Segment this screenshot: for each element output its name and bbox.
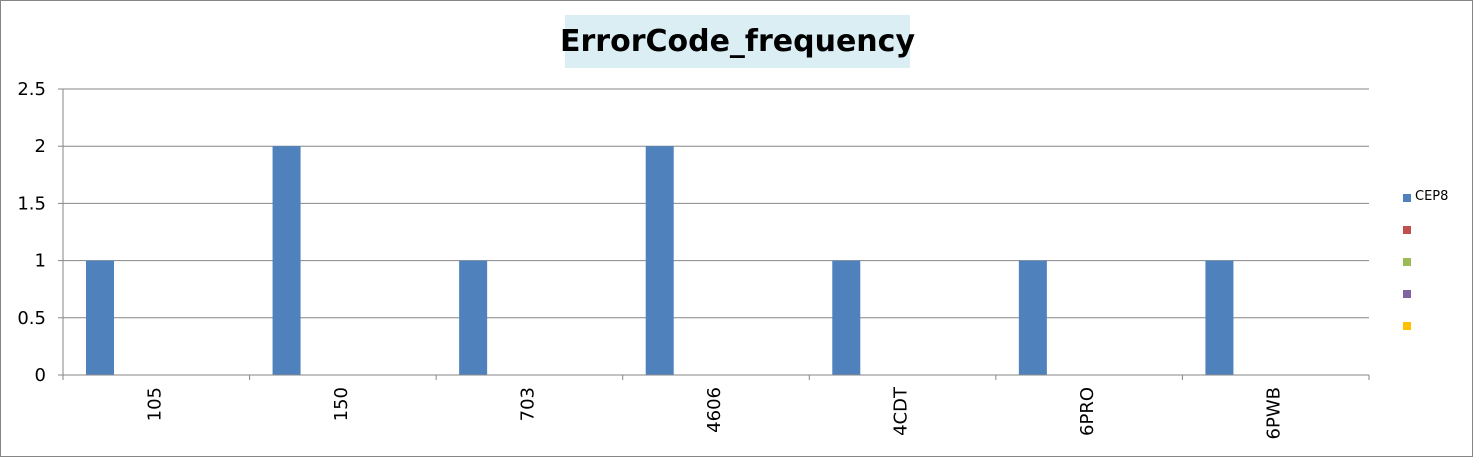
x-tick-label: 703	[517, 387, 538, 421]
x-tick-label: 6PRO	[1077, 387, 1098, 436]
x-tick-label: 105	[144, 387, 165, 421]
y-tick-label: 0	[35, 365, 46, 386]
y-tick-label: 1	[35, 251, 46, 272]
legend-swatch	[1403, 290, 1411, 298]
y-tick-label: 2	[35, 136, 46, 157]
y-tick-label: 2.5	[17, 79, 46, 100]
legend-swatch	[1403, 258, 1411, 266]
legend-swatch	[1403, 194, 1411, 202]
x-tick-label: 4CDT	[891, 386, 912, 436]
chart-title: ErrorCode_frequency	[560, 24, 916, 59]
legend-swatch	[1403, 226, 1411, 234]
bar-105	[86, 260, 114, 375]
legend-swatch	[1403, 322, 1411, 330]
y-tick-label: 1.5	[17, 193, 46, 214]
bar-150	[272, 146, 301, 375]
bar-4606	[645, 146, 674, 375]
bar-6PWB	[1205, 260, 1234, 375]
chart-title-box: ErrorCode_frequency	[560, 15, 915, 68]
x-tick-label: 4606	[704, 387, 725, 433]
x-tick-label: 150	[331, 387, 352, 421]
legend-label: CEP8	[1415, 189, 1449, 204]
bar-6PRO	[1018, 260, 1047, 375]
bar-703	[459, 260, 488, 375]
x-tick-label: 6PWB	[1264, 387, 1285, 439]
y-tick-label: 0.5	[17, 308, 46, 329]
bar-4CDT	[832, 260, 861, 375]
